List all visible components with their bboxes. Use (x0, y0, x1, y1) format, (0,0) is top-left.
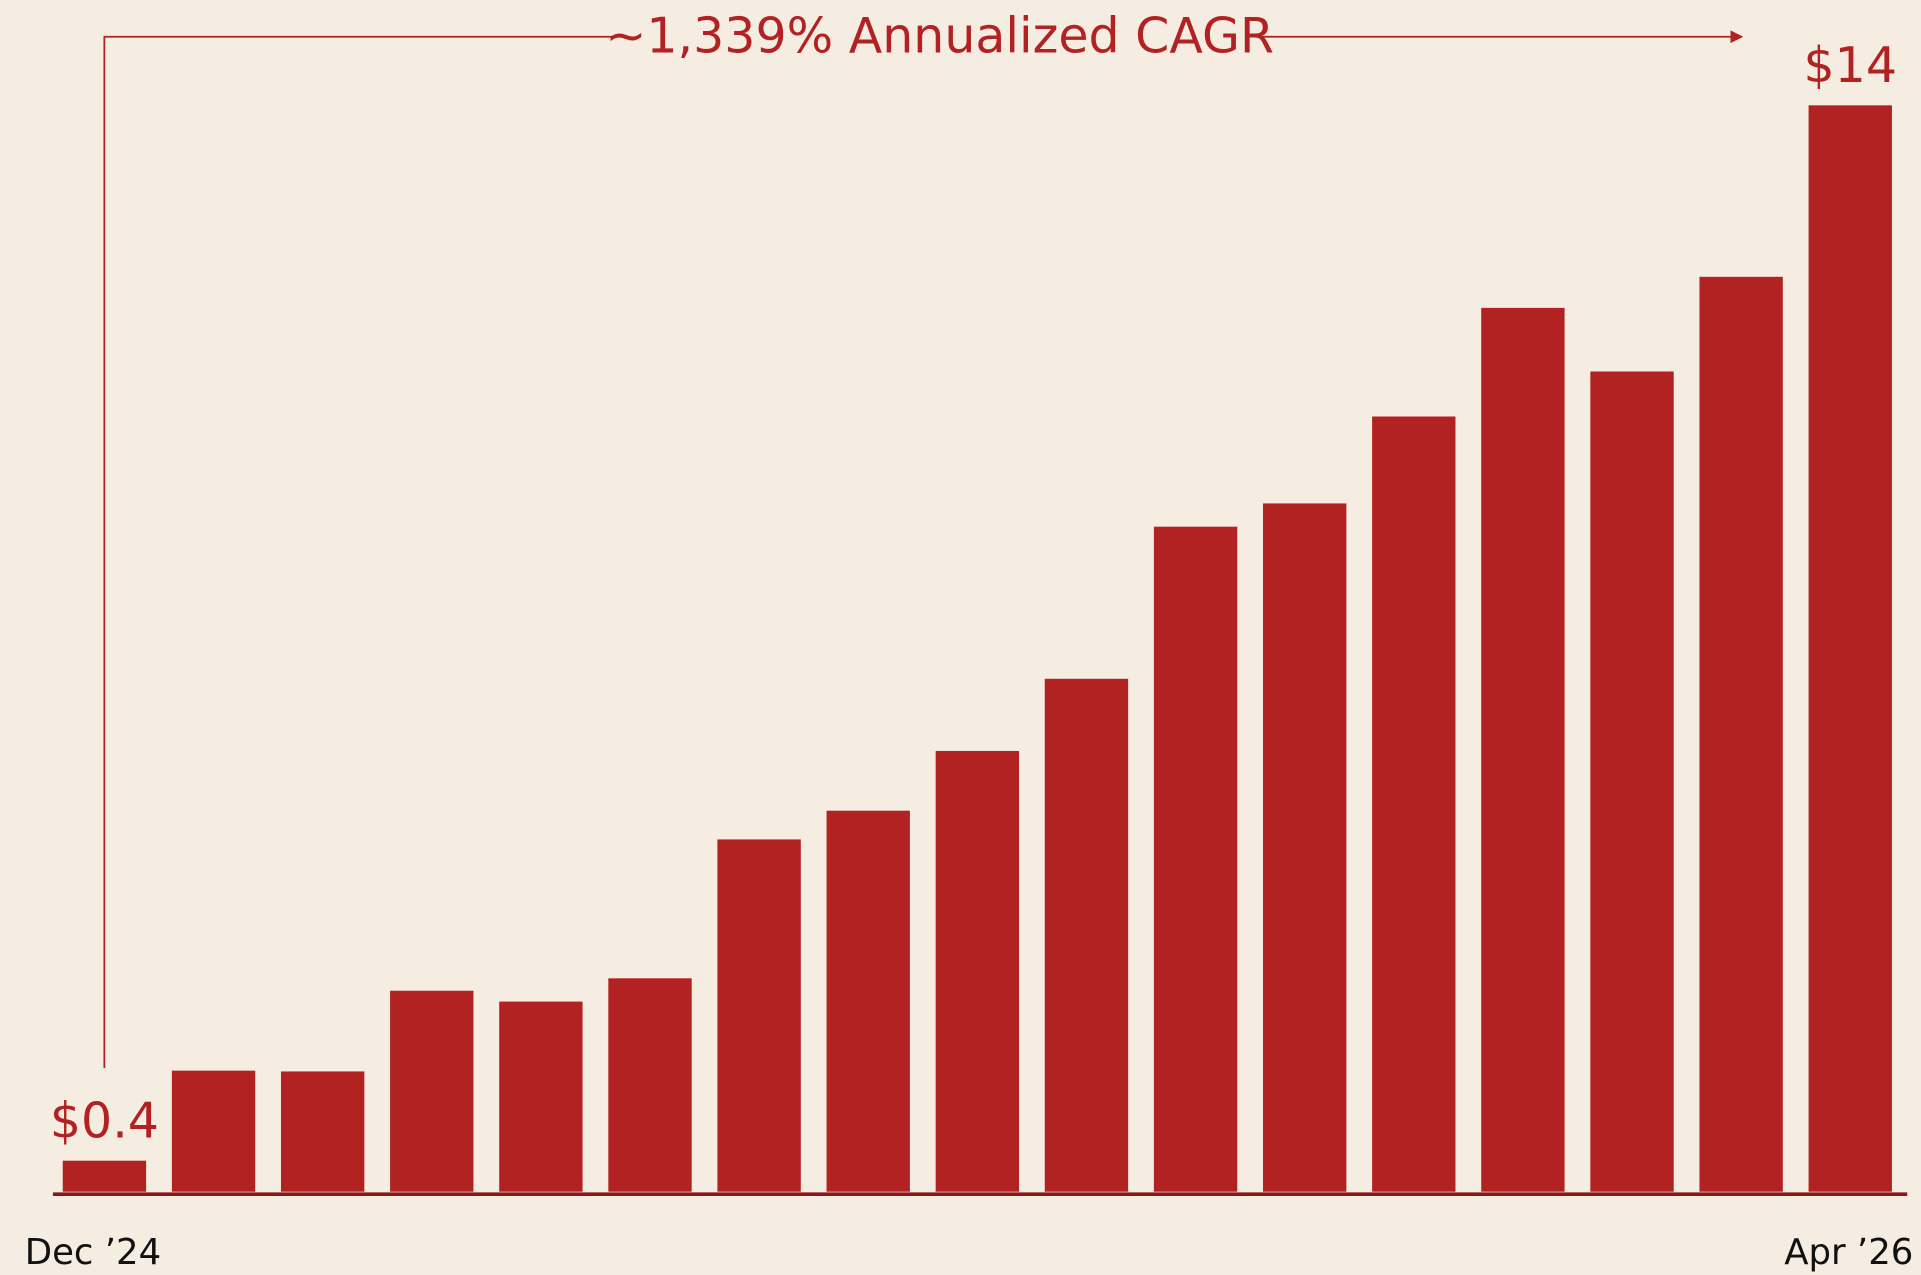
bar (1481, 307, 1565, 1192)
x-tick-label: Apr ’26 (1784, 1232, 1913, 1273)
bar (608, 978, 692, 1192)
bar (499, 1001, 583, 1192)
x-tick-label: Dec ’24 (25, 1232, 161, 1273)
bar (1590, 371, 1674, 1192)
bracket-line (103, 35, 613, 1069)
bar (826, 810, 910, 1192)
bar (62, 1160, 147, 1192)
bar (1263, 503, 1347, 1192)
bar (1699, 276, 1783, 1192)
bar (280, 1071, 365, 1192)
value-label: $14 (1804, 37, 1898, 94)
bar (935, 750, 1020, 1192)
bar (171, 1070, 256, 1192)
bar (1153, 526, 1238, 1192)
bar (390, 990, 474, 1192)
bar (1372, 416, 1456, 1192)
bar (1808, 105, 1892, 1192)
annotation: ~1,339% Annualized CAGR (605, 8, 1274, 65)
value-label: $0.4 (50, 1092, 159, 1149)
bar (717, 839, 801, 1192)
bar (1044, 678, 1129, 1192)
